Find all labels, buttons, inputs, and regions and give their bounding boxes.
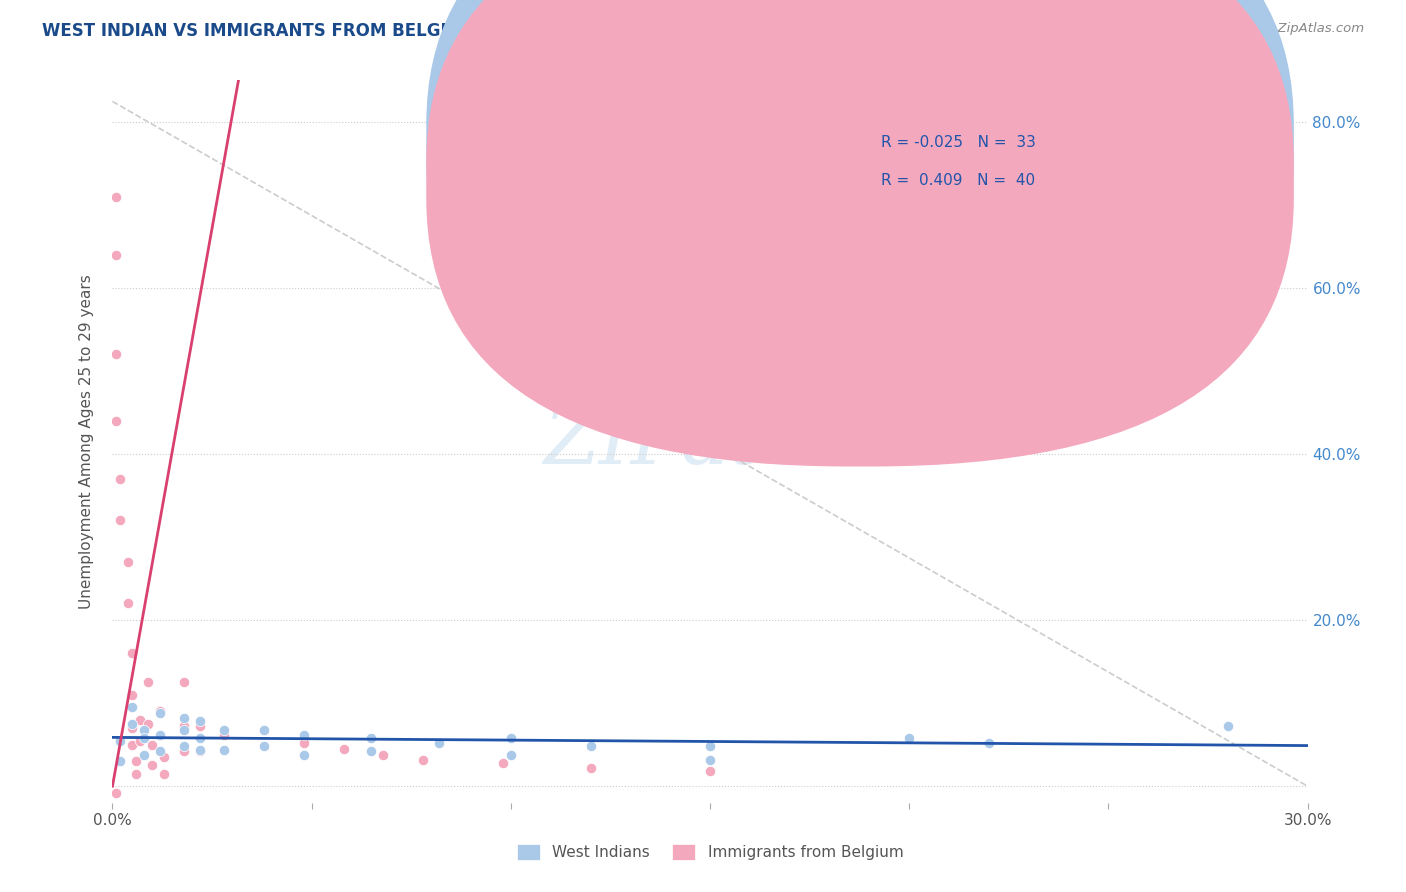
Point	[153, 766, 176, 780]
Point	[117, 555, 139, 569]
Point	[105, 189, 128, 203]
Point	[117, 597, 139, 611]
Point	[121, 721, 143, 735]
Point	[579, 739, 602, 754]
Y-axis label: Unemployment Among Ages 25 to 29 years: Unemployment Among Ages 25 to 29 years	[79, 274, 94, 609]
Point	[898, 731, 921, 745]
Point	[188, 742, 211, 756]
Text: R = -0.025   N =  33: R = -0.025 N = 33	[880, 136, 1036, 151]
Point	[253, 739, 276, 754]
Point	[149, 706, 172, 720]
Point	[188, 719, 211, 733]
Point	[134, 723, 156, 737]
Point	[499, 747, 522, 762]
Point	[134, 747, 156, 762]
Point	[360, 744, 382, 758]
Point	[499, 731, 522, 745]
Point	[188, 744, 211, 758]
Point	[212, 742, 235, 756]
Text: R =  0.409   N =  40: R = 0.409 N = 40	[880, 172, 1035, 187]
Point	[212, 728, 235, 742]
Point	[110, 472, 132, 486]
Point	[121, 700, 143, 714]
Point	[141, 758, 163, 772]
Point	[141, 738, 163, 752]
Point	[125, 766, 148, 780]
Point	[188, 714, 211, 729]
Legend: West Indians, Immigrants from Belgium: West Indians, Immigrants from Belgium	[516, 844, 904, 860]
Point	[212, 723, 235, 737]
Point	[105, 248, 128, 262]
Point	[188, 731, 211, 745]
Point	[373, 747, 395, 762]
Point	[412, 753, 434, 767]
Point	[427, 736, 450, 750]
Point	[360, 731, 382, 745]
Point	[332, 741, 354, 756]
Point	[292, 728, 315, 742]
Point	[699, 739, 721, 754]
Point	[121, 717, 143, 731]
Point	[153, 750, 176, 764]
Point	[110, 513, 132, 527]
Point	[253, 723, 276, 737]
Point	[173, 723, 195, 737]
Point	[149, 728, 172, 742]
Text: WEST INDIAN VS IMMIGRANTS FROM BELGIUM UNEMPLOYMENT AMONG AGES 25 TO 29 YEARS CO: WEST INDIAN VS IMMIGRANTS FROM BELGIUM U…	[42, 22, 1133, 40]
Point	[105, 414, 128, 428]
Point	[977, 736, 1000, 750]
Point	[173, 744, 195, 758]
Point	[105, 347, 128, 361]
Point	[492, 756, 515, 770]
Point	[129, 713, 152, 727]
Point	[138, 675, 160, 690]
Point	[173, 739, 195, 754]
Point	[134, 731, 156, 745]
Point	[121, 738, 143, 752]
Text: ZIPatlas: ZIPatlas	[543, 403, 877, 480]
Point	[121, 646, 143, 660]
Point	[129, 733, 152, 747]
Point	[125, 754, 148, 768]
Point	[173, 719, 195, 733]
Text: Source: ZipAtlas.com: Source: ZipAtlas.com	[1223, 22, 1364, 36]
Point	[149, 728, 172, 742]
Point	[138, 717, 160, 731]
Point	[149, 744, 172, 758]
Point	[292, 747, 315, 762]
Point	[105, 786, 128, 800]
Point	[173, 675, 195, 690]
Point	[110, 754, 132, 768]
Point	[121, 688, 143, 702]
Point	[699, 764, 721, 779]
Point	[699, 753, 721, 767]
Point	[1216, 719, 1239, 733]
Point	[579, 761, 602, 775]
Point	[253, 723, 276, 737]
Point	[149, 705, 172, 719]
Point	[110, 733, 132, 747]
Point	[292, 736, 315, 750]
Point	[173, 711, 195, 725]
